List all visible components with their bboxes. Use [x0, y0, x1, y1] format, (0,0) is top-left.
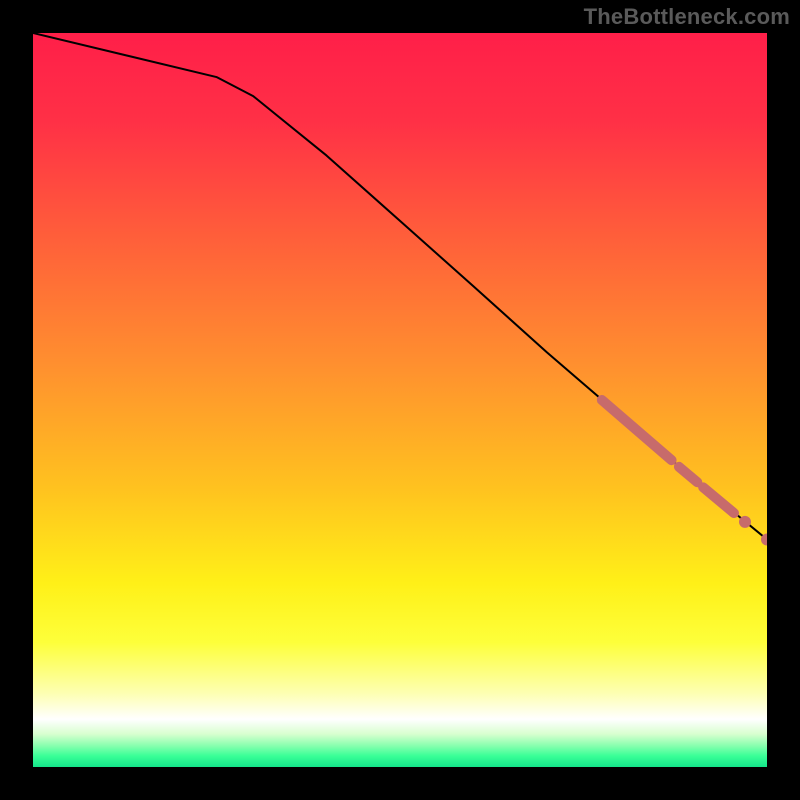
marker-segment	[602, 400, 672, 460]
marker-dot	[739, 516, 751, 528]
plot-area	[33, 33, 767, 767]
data-curve	[33, 33, 767, 539]
marker-segment	[679, 467, 697, 482]
watermark-text: TheBottleneck.com	[584, 4, 790, 30]
marker-segment	[703, 487, 734, 513]
plot-svg	[33, 33, 767, 767]
